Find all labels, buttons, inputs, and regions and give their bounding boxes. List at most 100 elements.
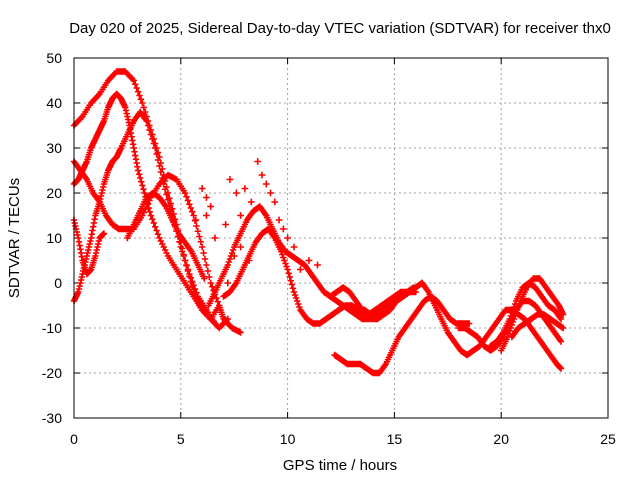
data-point [233,268,245,287]
data-point [493,335,506,350]
data-point [474,333,487,348]
data-point [220,315,234,330]
data-point [523,276,536,291]
chart-title: Day 020 of 2025, Sidereal Day-to-day VTE… [69,20,611,37]
data-point [547,351,559,366]
data-point [290,288,303,311]
data-point [256,203,269,218]
data-point [382,349,395,368]
data-point [203,306,217,325]
data-point [245,257,253,264]
x-tick-label: 5 [177,431,185,447]
data-point [83,176,96,194]
data-point [263,212,275,230]
y-tick-label: 50 [46,50,62,66]
data-point [211,320,219,327]
data-point [137,196,149,215]
data-point [198,185,206,192]
data-point [401,317,414,332]
data-point [226,281,239,296]
data-point [517,286,529,305]
series-arc-16 [348,284,419,318]
data-point [504,318,517,341]
data-point [130,210,143,228]
data-point [77,167,89,182]
x-tick-label: 15 [387,431,403,447]
x-tick-label: 0 [70,431,78,447]
data-point [218,264,230,282]
data-point [173,176,187,194]
data-point [557,315,565,323]
data-point [425,288,438,307]
data-point [181,189,196,215]
data-point [237,212,245,219]
data-point [500,318,512,336]
data-point [147,212,162,238]
data-point [271,198,279,206]
data-point [489,317,502,332]
data-point [87,216,98,242]
data-point [512,286,525,305]
data-point [551,306,564,321]
y-tick-label: -20 [42,365,62,381]
data-point [192,216,200,224]
data-marks [70,68,567,377]
x-tick-label: 20 [493,431,509,447]
data-point [194,261,207,280]
y-tick-label: 40 [46,95,62,111]
axis-ticks: 0 5 10 15 20 25 -30 -20 -10 0 10 20 30 40 50 [42,50,616,447]
data-point [297,306,309,321]
data-point [181,279,196,298]
data-point [245,241,258,260]
data-point [173,266,187,284]
y-axis-label: SDTVAR / TECUs [6,178,23,298]
data-point [279,225,287,233]
data-point [538,293,551,308]
data-point [444,329,457,344]
data-point [222,221,230,228]
data-point [483,326,495,341]
data-point [284,266,297,292]
y-tick-label: -30 [42,410,62,426]
data-point [431,302,444,320]
data-point [237,219,250,237]
data-point [169,216,181,235]
data-point [175,230,188,245]
data-point [207,203,215,210]
data-point [527,324,540,339]
data-point [557,365,565,372]
data-point [557,338,565,345]
data-point [243,209,256,224]
data-point [164,252,179,271]
data-point [314,279,327,294]
data-point [130,77,145,103]
data-point [532,284,544,299]
data-point [433,297,446,312]
data-point [346,288,359,303]
data-point [265,225,277,240]
data-point [307,270,320,285]
data-point [544,320,557,335]
data-point [451,338,463,353]
data-point [414,299,427,314]
series-arc-5 [70,216,108,278]
data-point [188,248,201,266]
data-point [203,194,210,201]
data-point [224,279,232,287]
data-point [559,311,567,318]
data-point [194,293,209,311]
data-point [190,293,204,311]
data-point [130,144,141,170]
data-point [96,198,109,217]
data-point [241,185,249,192]
data-point [252,231,265,246]
data-point [254,158,262,165]
data-point [376,362,388,377]
data-point [177,243,192,273]
data-point [156,234,170,257]
data-point [231,232,243,251]
data-point [277,248,290,270]
data-point [237,329,244,336]
data-point [412,284,419,291]
data-point [389,336,401,354]
